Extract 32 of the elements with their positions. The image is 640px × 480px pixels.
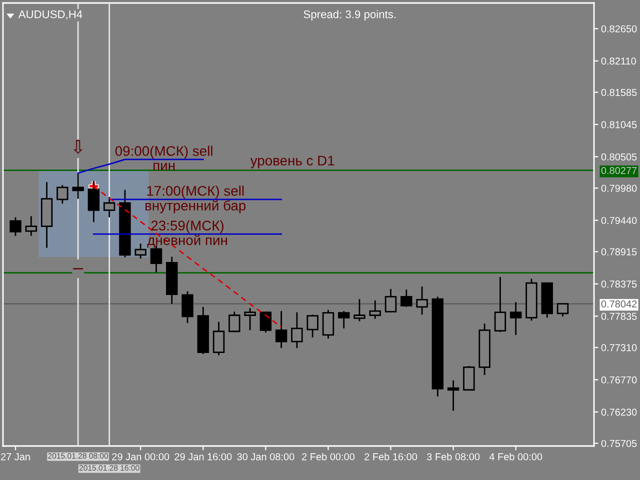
- series-label: 17:00(МСК) sell внутренний бар: [145, 186, 246, 214]
- text: Spread: 3.9 points.: [304, 10, 396, 20]
- x-tick-label: 4 Feb 00:00: [489, 452, 542, 460]
- y-tick-label: 0.76770: [601, 376, 637, 384]
- y-tick-label: 0.78042: [601, 300, 637, 308]
- series-label: 09:00(МСК) sell пин: [115, 146, 212, 170]
- y-tick-label: 0.82650: [601, 25, 637, 32]
- y-tick-label: 0.78915: [601, 248, 637, 256]
- y-tick-label: 0.77835: [601, 312, 637, 320]
- annotation: –: [73, 268, 84, 270]
- x-tick-label: 29 Jan 00:00: [112, 453, 170, 460]
- text: AUDUSD,H4: [18, 10, 82, 20]
- y-tick-label: 0.80505: [601, 153, 637, 160]
- x-tick-label: 27 Jan: [1, 453, 30, 460]
- ref-line-label: уровень с D1: [250, 156, 334, 168]
- y-tick-label: 0.77310: [601, 344, 637, 352]
- x-tick-label: 29 Jan 16:00: [174, 453, 232, 460]
- y-tick-label: 0.76230: [601, 408, 637, 416]
- y-tick-label: 0.81585: [601, 88, 637, 96]
- x-tick-label: 2 Feb 00:00: [302, 452, 355, 460]
- y-tick-label: 0.75705: [601, 440, 637, 448]
- y-tick-label: 0.81045: [601, 121, 637, 128]
- y-tick-label: 0.79440: [601, 216, 637, 224]
- x-tick-label: 2 Feb 16:00: [364, 452, 418, 460]
- series-label: 23:59(МСК) дневной пин: [147, 220, 227, 248]
- y-tick-label: 0.78375: [601, 280, 637, 288]
- annotation: ⇩: [74, 140, 83, 154]
- y-tick-label: 0.79980: [601, 184, 637, 192]
- x-tick-label: 3 Feb 08:00: [426, 452, 480, 460]
- x-tick-label: 30 Jan 08:00: [237, 453, 294, 460]
- y-tick-label: 0.80277: [601, 166, 637, 174]
- y-tick-label: 0.82110: [601, 58, 636, 65]
